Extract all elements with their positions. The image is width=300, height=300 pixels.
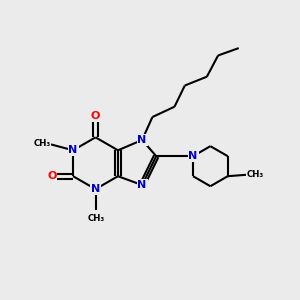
Text: N: N xyxy=(91,184,100,194)
Text: N: N xyxy=(137,135,147,145)
Text: N: N xyxy=(188,151,198,161)
Text: CH₃: CH₃ xyxy=(247,169,264,178)
Text: CH₃: CH₃ xyxy=(88,214,105,223)
Text: O: O xyxy=(91,111,100,121)
Text: CH₃: CH₃ xyxy=(34,139,51,148)
Text: N: N xyxy=(137,180,147,190)
Text: O: O xyxy=(47,171,57,181)
Text: N: N xyxy=(68,145,78,155)
